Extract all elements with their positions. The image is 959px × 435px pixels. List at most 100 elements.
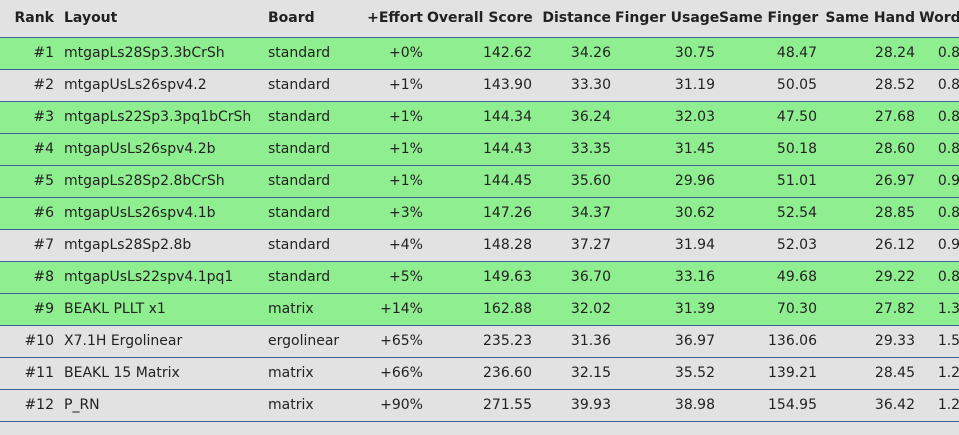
cell-board: standard [262,133,343,166]
cell-distance: 33.30 [536,69,615,102]
cell-finger-usage: 31.19 [615,69,719,102]
cell-same-finger: 52.54 [719,197,821,230]
layout-ranking-table: Rank Layout Board +Effort Overall Score … [0,0,959,422]
table-header-row: Rank Layout Board +Effort Overall Score … [0,0,959,38]
cell-finger-usage: 35.52 [615,357,719,390]
cell-layout: mtgapUsLs26spv4.1b [58,197,262,230]
cell-layout: P_RN [58,389,262,422]
col-header-words[interactable]: Words [919,0,959,38]
cell-same-finger: 48.47 [719,37,821,70]
cell-words: 0.91 [919,165,959,198]
table-row: #11 BEAKL 15 Matrix matrix +66% 236.60 32.15 3… [0,357,959,390]
col-header-overall-score[interactable]: Overall Score [427,0,536,38]
cell-rank: #6 [0,197,58,230]
cell-same-hand: 28.52 [821,69,919,102]
cell-rank: #2 [0,69,58,102]
cell-overall-score: 271.55 [427,389,536,422]
cell-same-finger: 51.01 [719,165,821,198]
cell-effort: +3% [343,197,427,230]
cell-same-finger: 50.18 [719,133,821,166]
cell-distance: 32.02 [536,293,615,326]
cell-overall-score: 148.28 [427,229,536,262]
cell-words: 0.84 [919,69,959,102]
table-row: #5 mtgapLs28Sp2.8bCrSh standard +1% 144.45 35… [0,165,959,198]
col-header-effort[interactable]: +Effort [343,0,427,38]
cell-words: 0.91 [919,229,959,262]
cell-overall-score: 143.90 [427,69,536,102]
cell-distance: 36.70 [536,261,615,294]
cell-finger-usage: 29.96 [615,165,719,198]
cell-effort: +1% [343,101,427,134]
cell-same-hand: 28.24 [821,37,919,70]
cell-overall-score: 162.88 [427,293,536,326]
col-header-board[interactable]: Board [262,0,343,38]
cell-rank: #8 [0,261,58,294]
table-row: #3 mtgapLs22Sp3.3pq1bCrSh standard +1% 144.3… [0,101,959,134]
cell-board: matrix [262,357,343,390]
cell-words: 0.88 [919,197,959,230]
cell-finger-usage: 33.16 [615,261,719,294]
table-row: #2 mtgapUsLs26spv4.2 standard +1% 143.90 33.3… [0,69,959,102]
cell-overall-score: 144.43 [427,133,536,166]
cell-effort: +14% [343,293,427,326]
cell-layout: BEAKL 15 Matrix [58,357,262,390]
cell-rank: #4 [0,133,58,166]
cell-board: matrix [262,389,343,422]
cell-layout: mtgapUsLs26spv4.2b [58,133,262,166]
cell-layout: BEAKL PLLT x1 [58,293,262,326]
cell-same-hand: 26.12 [821,229,919,262]
cell-same-finger: 70.30 [719,293,821,326]
cell-words: 1.35 [919,293,959,326]
cell-overall-score: 235.23 [427,325,536,358]
cell-effort: +4% [343,229,427,262]
cell-same-finger: 49.68 [719,261,821,294]
table-row: #8 mtgapUsLs22spv4.1pq1 standard +5% 149.63 3… [0,261,959,294]
cell-same-finger: 139.21 [719,357,821,390]
cell-effort: +90% [343,389,427,422]
cell-effort: +5% [343,261,427,294]
cell-distance: 34.37 [536,197,615,230]
cell-same-finger: 47.50 [719,101,821,134]
cell-board: standard [262,37,343,70]
cell-words: 0.84 [919,133,959,166]
cell-same-finger: 52.03 [719,229,821,262]
col-header-distance[interactable]: Distance [536,0,615,38]
cell-board: matrix [262,293,343,326]
cell-layout: mtgapLs22Sp3.3pq1bCrSh [58,101,262,134]
col-header-same-finger[interactable]: Same Finger [719,0,821,38]
cell-same-hand: 28.45 [821,357,919,390]
cell-effort: +1% [343,69,427,102]
cell-finger-usage: 32.03 [615,101,719,134]
col-header-same-hand[interactable]: Same Hand [821,0,919,38]
cell-effort: +1% [343,165,427,198]
cell-board: standard [262,69,343,102]
col-header-rank[interactable]: Rank [0,0,58,38]
table-body: #1 mtgapLs28Sp3.3bCrSh standard +0% 142.62 34… [0,37,959,422]
cell-distance: 36.24 [536,101,615,134]
cell-same-finger: 50.05 [719,69,821,102]
cell-rank: #3 [0,101,58,134]
col-header-finger-usage[interactable]: Finger Usage [615,0,719,38]
cell-distance: 33.35 [536,133,615,166]
cell-effort: +1% [343,133,427,166]
cell-overall-score: 147.26 [427,197,536,230]
table-row: #1 mtgapLs28Sp3.3bCrSh standard +0% 142.62 34… [0,37,959,70]
cell-rank: #5 [0,165,58,198]
col-header-layout[interactable]: Layout [58,0,262,38]
cell-layout: mtgapUsLs22spv4.1pq1 [58,261,262,294]
cell-distance: 31.36 [536,325,615,358]
cell-board: ergolinear [262,325,343,358]
cell-layout: mtgapLs28Sp2.8b [58,229,262,262]
cell-same-hand: 29.33 [821,325,919,358]
cell-same-hand: 27.82 [821,293,919,326]
cell-board: standard [262,261,343,294]
cell-effort: +65% [343,325,427,358]
cell-distance: 34.26 [536,37,615,70]
cell-rank: #1 [0,37,58,70]
cell-rank: #7 [0,229,58,262]
cell-words: 1.28 [919,357,959,390]
cell-finger-usage: 30.62 [615,197,719,230]
cell-overall-score: 144.45 [427,165,536,198]
table-row: #9 BEAKL PLLT x1 matrix +14% 162.88 32.02 31.3… [0,293,959,326]
cell-same-hand: 27.68 [821,101,919,134]
